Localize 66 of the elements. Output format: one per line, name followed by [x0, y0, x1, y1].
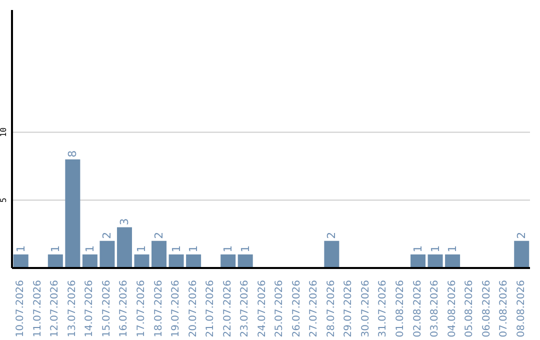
data-label: 1 — [412, 245, 425, 252]
x-tick-label: 27.07.2026 — [308, 280, 320, 338]
bar — [168, 254, 184, 268]
data-label: 2 — [100, 232, 114, 239]
data-label: 1 — [14, 245, 28, 252]
data-label: 1 — [48, 245, 62, 252]
bar — [48, 254, 63, 268]
x-tick-label: 16.07.2026 — [118, 280, 130, 338]
x-tick-label: 21.07.2026 — [205, 280, 216, 338]
x-tick-label: 07.08.2026 — [498, 280, 510, 338]
x-tick-label: 30.07.2026 — [360, 280, 372, 338]
x-tick-label: 11.07.2026 — [32, 280, 44, 338]
bar — [410, 254, 426, 268]
data-label: 2 — [152, 232, 166, 239]
bar — [116, 227, 132, 268]
bar — [13, 254, 28, 268]
data-label: 1 — [83, 245, 96, 252]
x-tick-label: 18.07.2026 — [153, 280, 164, 338]
x-tick-label: 15.07.2026 — [101, 280, 112, 338]
x-tick-label: 05.08.2026 — [464, 280, 476, 338]
bar — [152, 240, 167, 268]
y-tick-label: 10 — [0, 127, 8, 138]
x-tick-label: 08.08.2026 — [516, 280, 527, 338]
data-label: 3 — [118, 218, 131, 226]
x-tick-label: 10.07.2026 — [15, 280, 26, 338]
bar — [186, 254, 202, 268]
bar — [100, 240, 115, 268]
bar — [65, 159, 80, 268]
x-tick-label: 22.07.2026 — [222, 280, 234, 338]
x-tick-label: 29.07.2026 — [343, 280, 354, 338]
x-tick-label: 06.08.2026 — [481, 280, 492, 338]
x-tick-label: 14.07.2026 — [84, 280, 96, 338]
bar — [82, 254, 98, 268]
data-label: 1 — [135, 245, 148, 252]
x-tick-label: 31.07.2026 — [378, 280, 389, 338]
data-label: 1 — [187, 245, 200, 252]
x-tick-label: 12.07.2026 — [50, 280, 61, 338]
x-tick-label: 20.07.2026 — [188, 280, 199, 338]
bar — [134, 254, 150, 268]
x-tick-label: 23.07.2026 — [240, 280, 251, 338]
data-label: 2 — [325, 232, 338, 239]
x-tick-label: 24.07.2026 — [256, 280, 268, 338]
x-tick-label: 26.07.2026 — [291, 280, 302, 338]
bar — [428, 254, 443, 268]
y-tick-label: 5 — [0, 198, 8, 203]
x-tick-label: 25.07.2026 — [274, 280, 286, 338]
x-tick-label: 01.08.2026 — [395, 280, 406, 338]
data-label: 1 — [446, 245, 460, 252]
x-tick-label: 17.07.2026 — [136, 280, 147, 338]
x-tick-label: 19.07.2026 — [170, 280, 182, 338]
x-tick-label: 13.07.2026 — [66, 280, 78, 338]
bar — [324, 240, 340, 268]
x-tick-label: 28.07.2026 — [326, 280, 337, 338]
data-label: 2 — [515, 232, 528, 239]
x-tick-label: 03.08.2026 — [430, 280, 441, 338]
data-label: 1 — [170, 245, 183, 252]
bar — [514, 240, 530, 268]
data-label: 1 — [222, 245, 235, 252]
data-label: 1 — [238, 245, 252, 252]
bar — [445, 254, 460, 268]
bar — [238, 254, 253, 268]
data-label: 8 — [66, 150, 80, 158]
x-tick-label: 02.08.2026 — [412, 280, 424, 338]
x-tick-label: 04.08.2026 — [446, 280, 458, 338]
bar — [220, 254, 236, 268]
data-label: 1 — [428, 245, 442, 252]
